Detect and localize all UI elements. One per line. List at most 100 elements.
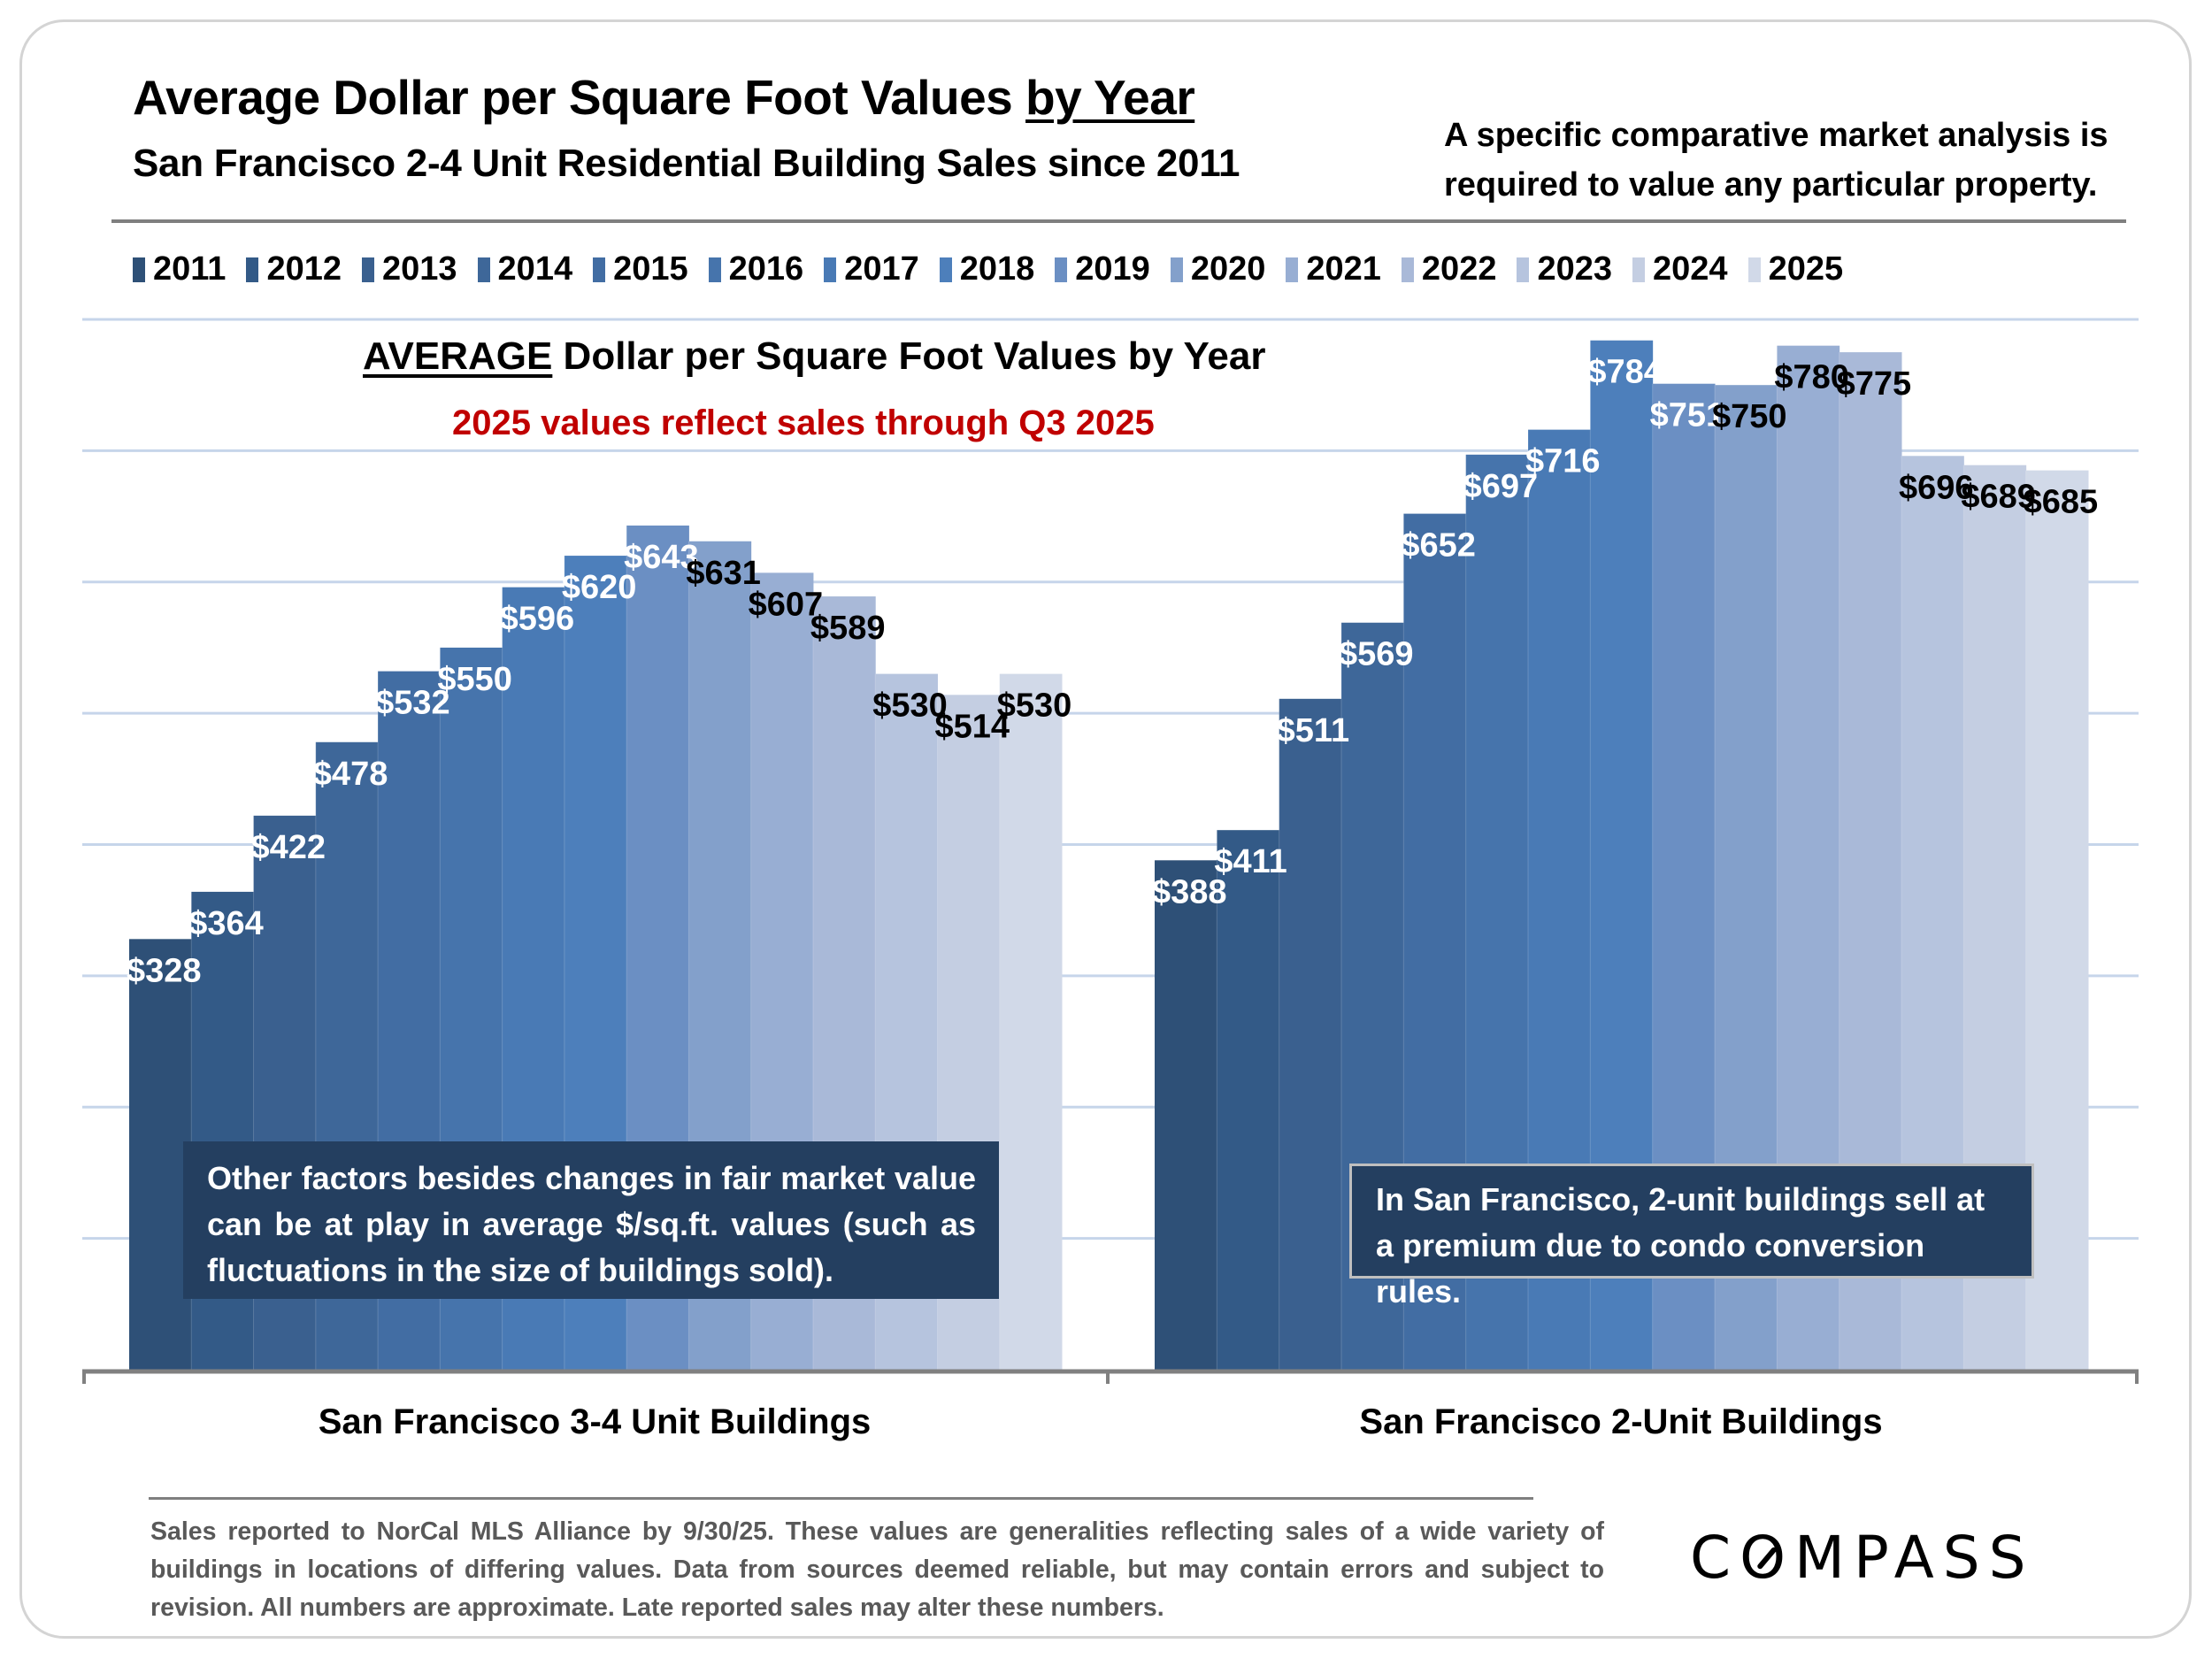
- legend-item-2012: 2012: [246, 250, 342, 288]
- legend-label: 2017: [844, 250, 919, 288]
- legend-item-2011: 2011: [133, 250, 226, 288]
- legend-label: 2024: [1653, 250, 1728, 288]
- data-label: $422: [251, 829, 326, 866]
- legend-item-2022: 2022: [1401, 250, 1497, 288]
- legend-swatch: [824, 257, 837, 282]
- legend-label: 2015: [613, 250, 688, 288]
- legend-swatch: [133, 257, 145, 282]
- data-label: $751: [1650, 397, 1725, 434]
- legend-swatch: [708, 257, 721, 282]
- data-label: $652: [1401, 527, 1476, 565]
- disclaimer: A specific comparative market analysis i…: [1444, 111, 2170, 210]
- data-label: $620: [562, 569, 637, 606]
- legend-item-2014: 2014: [477, 250, 573, 288]
- data-label: $596: [500, 601, 575, 638]
- page-title: Average Dollar per Square Foot Values by…: [133, 69, 1195, 126]
- chart-title: AVERAGE Dollar per Square Foot Values by…: [363, 334, 1266, 379]
- logo-o-glyph: O: [1740, 1524, 1794, 1592]
- data-label: $511: [1277, 712, 1349, 749]
- data-label: $607: [749, 586, 824, 623]
- legend-item-2019: 2019: [1055, 250, 1150, 288]
- data-label: $530: [872, 687, 948, 725]
- title-main: Average Dollar per Square Foot Values: [133, 70, 1026, 125]
- legend-label: 2021: [1306, 250, 1381, 288]
- legend-swatch: [1170, 257, 1183, 282]
- legend-swatch: [477, 257, 490, 282]
- data-label: $775: [1837, 365, 1912, 403]
- legend-label: 2011: [153, 250, 227, 288]
- data-label: $750: [1712, 398, 1787, 435]
- page-subtitle: San Francisco 2-4 Unit Residential Build…: [133, 142, 1240, 185]
- legend-swatch: [939, 257, 952, 282]
- compass-logo: COMPASS: [1690, 1524, 2035, 1592]
- chart-legend: 2011 2012 2013 2014 2015 2016 2017 2018 2019 2020…: [133, 250, 1863, 288]
- logo-text: MPASS: [1794, 1524, 2035, 1592]
- data-label: $689: [1961, 479, 2036, 516]
- legend-label: 2014: [497, 250, 573, 288]
- annotation-right: In San Francisco, 2-unit buildings sell …: [1349, 1164, 2034, 1310]
- legend-item-2024: 2024: [1632, 250, 1728, 288]
- annotation-left: Other factors besides changes in fair ma…: [183, 1141, 999, 1299]
- legend-label: 2019: [1075, 250, 1150, 288]
- legend-swatch: [1286, 257, 1299, 282]
- bar-2025-2-unit: [2025, 470, 2089, 1370]
- chart-note: 2025 values reflect sales through Q3 202…: [452, 403, 1155, 442]
- legend-label: 2018: [959, 250, 1035, 288]
- legend-swatch: [1055, 257, 1068, 282]
- legend-item-2015: 2015: [593, 250, 688, 288]
- data-label: $328: [127, 952, 202, 989]
- bar-2011-2-unit: [1155, 860, 1217, 1370]
- data-label: $780: [1774, 359, 1849, 396]
- data-label: $716: [1525, 443, 1601, 480]
- data-label: $411: [1214, 843, 1286, 880]
- legend-label: 2020: [1190, 250, 1266, 288]
- legend-item-2025: 2025: [1747, 250, 1844, 288]
- data-label: $589: [810, 610, 886, 647]
- legend-swatch: [1632, 257, 1646, 282]
- disclaimer-line: required to value any particular propert…: [1444, 166, 2098, 204]
- data-label: $784: [1587, 354, 1663, 391]
- disclaimer-line: A specific comparative market analysis i…: [1444, 117, 2108, 154]
- legend-item-2021: 2021: [1286, 250, 1381, 288]
- legend-item-2016: 2016: [708, 250, 804, 288]
- legend-label: 2022: [1421, 250, 1497, 288]
- legend-item-2023: 2023: [1517, 250, 1612, 288]
- bar-2025-3-4-unit: [999, 673, 1063, 1370]
- footnote: Sales reported to NorCal MLS Alliance by…: [150, 1517, 1604, 1622]
- legend-swatch: [362, 257, 374, 282]
- data-label: $514: [934, 708, 1010, 745]
- legend-item-2020: 2020: [1170, 250, 1266, 288]
- data-label: $364: [188, 905, 264, 942]
- legend-label: 2013: [382, 250, 457, 288]
- chart-title-underlined: AVERAGE: [363, 334, 553, 378]
- legend-item-2013: 2013: [362, 250, 457, 288]
- data-label: $631: [686, 555, 761, 592]
- title-underlined: by Year: [1025, 70, 1195, 125]
- legend-label: 2025: [1768, 250, 1844, 288]
- legend-swatch: [1517, 257, 1530, 282]
- legend-swatch: [593, 257, 606, 282]
- footer-divider: [149, 1497, 1533, 1500]
- bar-2012-2-unit: [1217, 830, 1280, 1370]
- bar-2013-2-unit: [1279, 698, 1342, 1370]
- data-label: $388: [1152, 873, 1227, 910]
- data-label: $550: [437, 661, 512, 698]
- legend-item-2018: 2018: [939, 250, 1035, 288]
- data-label: $643: [624, 539, 699, 576]
- data-label: $696: [1899, 469, 1974, 506]
- data-label: $569: [1339, 636, 1414, 673]
- legend-label: 2016: [728, 250, 804, 288]
- data-label: $530: [997, 687, 1072, 725]
- legend-label: 2012: [266, 250, 342, 288]
- logo-text: C: [1690, 1524, 1740, 1592]
- data-label: $532: [375, 685, 450, 722]
- data-label: $478: [313, 756, 388, 793]
- legend-item-2017: 2017: [824, 250, 919, 288]
- category-label: San Francisco 3-4 Unit Buildings: [318, 1402, 872, 1441]
- chart-title-rest: Dollar per Square Foot Values by Year: [552, 334, 1266, 378]
- legend-swatch: [246, 257, 259, 282]
- header-divider: [111, 219, 2126, 223]
- category-label: San Francisco 2-Unit Buildings: [1359, 1402, 1883, 1441]
- data-label: $685: [2024, 484, 2099, 521]
- data-label: $697: [1463, 468, 1539, 505]
